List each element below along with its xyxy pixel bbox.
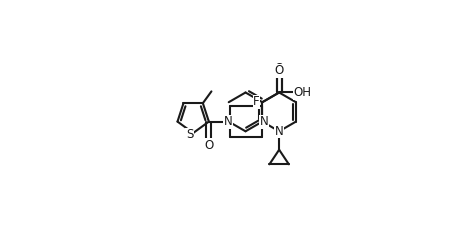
Text: S: S [186,128,193,141]
Text: O: O [274,64,284,77]
Text: OH: OH [293,86,311,99]
Text: F: F [253,95,260,108]
Text: N: N [260,115,268,128]
Text: N: N [224,115,233,128]
Text: O: O [274,62,284,75]
Text: N: N [275,125,283,138]
Text: O: O [204,139,213,152]
